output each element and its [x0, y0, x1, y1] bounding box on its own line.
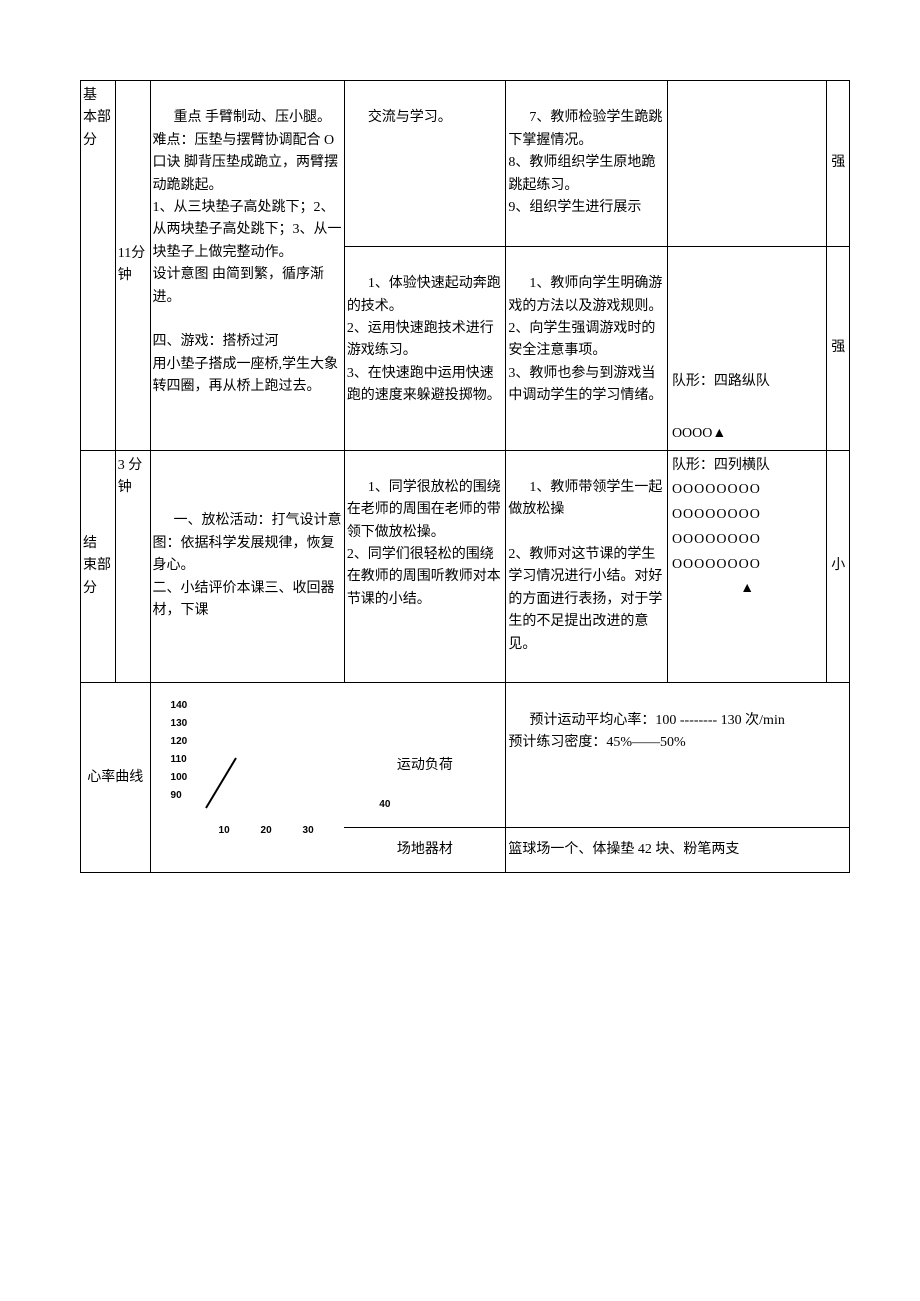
- end-content-cell: 一、放松活动：打气设计意图：依据科学发展规律，恢复身心。 二、小结评价本课三、收…: [150, 450, 344, 683]
- end-section-label: 结 束部 分: [81, 450, 116, 683]
- basic-section-row: 基 本部 分 11分钟 重点 手臂制动、压小腿。难点：压垫与摆臂协调配合 O 口…: [81, 81, 850, 247]
- basic-student-bottom: 1、体验快速起动奔跑的技术。 2、运用快速跑技术进行游戏练习。 3、在快速跑中运…: [344, 246, 506, 450]
- chart-line-icon: [201, 753, 251, 813]
- intensity-top-text: 强: [831, 155, 845, 170]
- y-label-120: 120: [171, 734, 188, 750]
- y-label-130: 130: [171, 716, 188, 732]
- load-label-cell: 40 运动负荷: [344, 683, 506, 827]
- x-label-40: 40: [379, 799, 390, 810]
- basic-formation-bottom: 队形：四路纵队 OOOO▲: [667, 246, 827, 450]
- venue-content-cell: 篮球场一个、体操垫 42 块、粉笔两支: [506, 827, 850, 873]
- section-label-text: 基 本部 分: [83, 88, 111, 148]
- end-formation-label: 队形：四列横队: [672, 455, 823, 477]
- end-teacher-cell: 1、教师带领学生一起做放松操 2、教师对这节课的学生学习情况进行小结。对好的方面…: [506, 450, 668, 683]
- end-student-cell: 1、同学很放松的围绕在老师的周围在老师的带领下做放松操。 2、同学们很轻松的围绕…: [344, 450, 506, 683]
- end-section-row: 结 束部 分 3 分钟 一、放松活动：打气设计意图：依据科学发展规律，恢复身心。…: [81, 450, 850, 683]
- venue-label-text: 场地器材: [397, 842, 453, 857]
- heartrate-label-cell: 心率曲线: [81, 683, 151, 873]
- lesson-plan-table: 基 本部 分 11分钟 重点 手臂制动、压小腿。难点：压垫与摆臂协调配合 O 口…: [80, 80, 850, 873]
- end-time-text: 3 分钟: [118, 458, 143, 495]
- formation-shapes: OOOO▲: [672, 423, 823, 445]
- heartrate-label-text: 心率曲线: [87, 770, 143, 785]
- basic-content-cell: 重点 手臂制动、压小腿。难点：压垫与摆臂协调配合 O 口诀 脚背压垫成跪立，两臂…: [150, 81, 344, 451]
- x-label-20: 20: [261, 823, 272, 839]
- formation-row-1: OOOOOOOO: [672, 477, 823, 502]
- teacher-top-text: 7、教师检验学生跪跳下掌握情况。 8、教师组织学生原地跪跳起练习。 9、组织学生…: [508, 110, 662, 215]
- end-content-text: 一、放松活动：打气设计意图：依据科学发展规律，恢复身心。 二、小结评价本课三、收…: [153, 513, 342, 618]
- basic-intensity-bottom: 强: [827, 246, 850, 450]
- student-top-text: 交流与学习。: [368, 110, 452, 125]
- end-label-text: 结 束部 分: [83, 536, 111, 596]
- intensity-bottom-text: 强: [831, 340, 845, 355]
- basic-intensity-top: 强: [827, 81, 850, 247]
- heartrate-row-1: 心率曲线 140 130 120 110 100 90 10 20 30 40: [81, 683, 850, 827]
- load-content-text: 预计运动平均心率：100 -------- 130 次/min 预计练习密度：4…: [508, 713, 784, 750]
- basic-formation-top: [667, 81, 827, 247]
- x-label-30: 30: [303, 823, 314, 839]
- formation-row-4: OOOOOOOO: [672, 552, 823, 577]
- basic-teacher-bottom: 1、教师向学生明确游戏的方法以及游戏规则。 2、向学生强调游戏时的安全注意事项。…: [506, 246, 668, 450]
- formation-row-2: OOOOOOOO: [672, 502, 823, 527]
- end-time-cell: 3 分钟: [115, 450, 150, 683]
- y-label-90: 90: [171, 788, 182, 804]
- load-label-text: 运动负荷: [346, 755, 503, 777]
- basic-teacher-top: 7、教师检验学生跪跳下掌握情况。 8、教师组织学生原地跪跳起练习。 9、组织学生…: [506, 81, 668, 247]
- end-teacher-text: 1、教师带领学生一起做放松操 2、教师对这节课的学生学习情况进行小结。对好的方面…: [508, 480, 662, 652]
- teacher-bottom-text: 1、教师向学生明确游戏的方法以及游戏规则。 2、向学生强调游戏时的安全注意事项。…: [508, 276, 662, 403]
- end-intensity: 小: [827, 450, 850, 683]
- venue-label-cell: 场地器材: [344, 827, 506, 873]
- heartrate-chart-cell: 140 130 120 110 100 90 10 20 30: [150, 683, 344, 873]
- basic-content-text: 重点 手臂制动、压小腿。难点：压垫与摆臂协调配合 O 口诀 脚背压垫成跪立，两臂…: [153, 110, 342, 394]
- formation-triangle: ▲: [672, 578, 823, 600]
- end-formation-cell: 队形：四列横队 OOOOOOOO OOOOOOOO OOOOOOOO OOOOO…: [667, 450, 827, 683]
- formation-label: 队形：四路纵队: [672, 371, 823, 393]
- end-student-text: 1、同学很放松的围绕在老师的周围在老师的带领下做放松操。 2、同学们很轻松的围绕…: [347, 480, 501, 607]
- basic-section-label: 基 本部 分: [81, 81, 116, 451]
- y-label-140: 140: [171, 698, 188, 714]
- formation-row-3: OOOOOOOO: [672, 527, 823, 552]
- student-bottom-text: 1、体验快速起动奔跑的技术。 2、运用快速跑技术进行游戏练习。 3、在快速跑中运…: [347, 276, 501, 403]
- basic-time-text: 11分钟: [118, 246, 145, 283]
- load-content-cell: 预计运动平均心率：100 -------- 130 次/min 预计练习密度：4…: [506, 683, 850, 827]
- basic-time-cell: 11分钟: [115, 81, 150, 451]
- x-label-10: 10: [219, 823, 230, 839]
- y-label-110: 110: [171, 752, 187, 768]
- venue-content-text: 篮球场一个、体操垫 42 块、粉笔两支: [508, 842, 739, 857]
- basic-student-top: 交流与学习。: [344, 81, 506, 247]
- end-intensity-text: 小: [831, 558, 845, 573]
- y-label-100: 100: [171, 770, 188, 786]
